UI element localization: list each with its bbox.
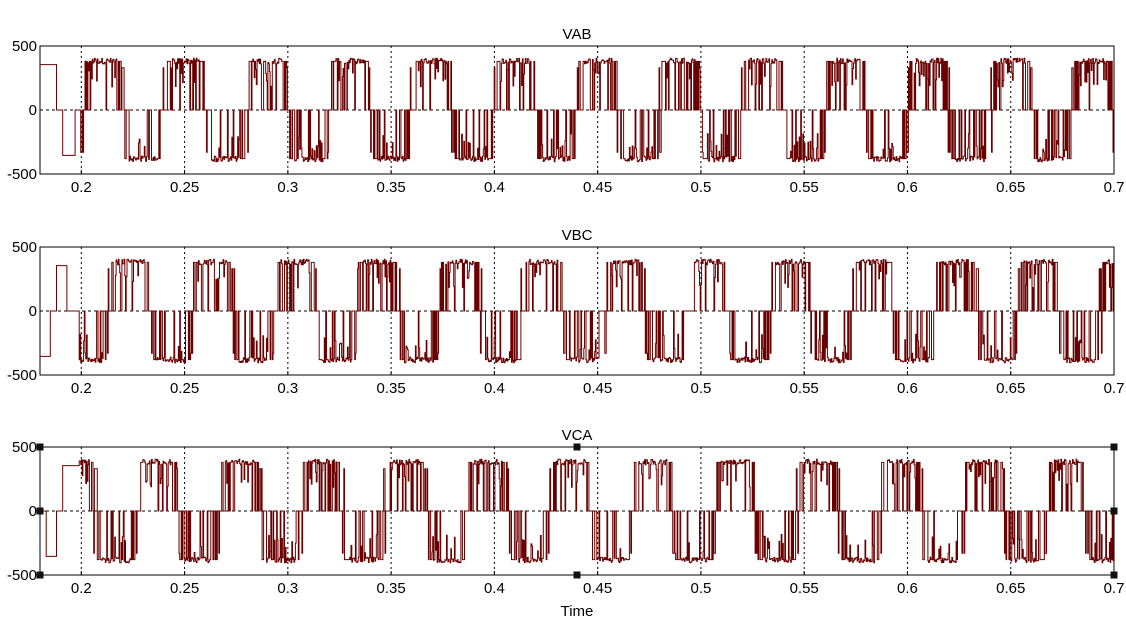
x-tick-label: 0.6 — [897, 380, 918, 397]
y-tick-label: 500 — [12, 38, 37, 55]
panel-vca[interactable]: VCA 0.2 0.25 0.3 0.35 0.4 0.45 0.5 0.55 0.6 0.65 0.… — [7, 427, 1124, 620]
x-tick-label: 0.65 — [996, 580, 1025, 597]
selection-handle[interactable] — [573, 571, 581, 579]
x-tick-label: 0.7 — [1104, 380, 1125, 397]
selection-handle[interactable] — [36, 571, 44, 579]
signal-line-vab — [40, 57, 1114, 163]
x-tick-label: 0.25 — [170, 179, 199, 196]
x-tick-label: 0.7 — [1104, 580, 1125, 597]
selection-handle[interactable] — [1110, 571, 1118, 579]
y-tick-label: -500 — [7, 166, 37, 183]
panel-vbc[interactable]: VBC 0.2 0.25 0.3 0.35 0.4 0.45 0.5 0.55 0.6 0.65 0.… — [7, 227, 1124, 397]
x-tick-label: 0.4 — [484, 380, 505, 397]
x-tick-label: 0.4 — [484, 580, 505, 597]
x-tick-label: 0.45 — [583, 580, 612, 597]
x-tick-label: 0.25 — [170, 580, 199, 597]
signal-line-vca — [40, 458, 1115, 564]
x-tick-label: 0.5 — [690, 179, 711, 196]
x-tick-label: 0.25 — [170, 380, 199, 397]
selection-handle[interactable] — [36, 443, 44, 451]
x-tick-label: 0.45 — [583, 380, 612, 397]
x-tick-label: 0.3 — [277, 179, 298, 196]
x-tick-label: 0.35 — [377, 580, 406, 597]
panel-title: VBC — [562, 227, 593, 244]
y-tick-label: -500 — [7, 567, 37, 584]
y-tick-label: 0 — [29, 503, 37, 520]
panel-title: VCA — [562, 427, 593, 444]
y-tick-label: 0 — [29, 303, 37, 320]
x-tick-label: 0.2 — [71, 179, 92, 196]
x-tick-label: 0.5 — [690, 380, 711, 397]
x-tick-label: 0.2 — [71, 380, 92, 397]
x-tick-label: 0.6 — [897, 580, 918, 597]
x-tick-label: 0.7 — [1104, 179, 1125, 196]
x-tick-label: 0.35 — [377, 179, 406, 196]
x-tick-label: 0.65 — [996, 380, 1025, 397]
panel-title: VAB — [563, 26, 592, 43]
x-axis-label: Time — [561, 603, 594, 620]
y-tick-label: 500 — [12, 439, 37, 456]
x-tick-label: 0.5 — [690, 580, 711, 597]
x-tick-label: 0.45 — [583, 179, 612, 196]
x-tick-label: 0.2 — [71, 580, 92, 597]
y-tick-label: 500 — [12, 239, 37, 256]
x-tick-label: 0.65 — [996, 179, 1025, 196]
selection-handle[interactable] — [1110, 443, 1118, 451]
x-tick-label: 0.55 — [790, 380, 819, 397]
y-tick-label: -500 — [7, 367, 37, 384]
selection-handle[interactable] — [36, 507, 44, 515]
scope-panels: VAB 0.2 0.25 0.3 0.35 0.4 0.45 0.5 0.55 0.6 0.65 0.… — [7, 26, 1124, 620]
x-tick-label: 0.6 — [897, 179, 918, 196]
x-tick-label: 0.55 — [790, 580, 819, 597]
panel-vab[interactable]: VAB 0.2 0.25 0.3 0.35 0.4 0.45 0.5 0.55 0.6 0.65 0.… — [7, 26, 1124, 196]
x-tick-label: 0.3 — [277, 580, 298, 597]
x-tick-label: 0.35 — [377, 380, 406, 397]
selection-handle[interactable] — [1110, 507, 1118, 515]
x-tick-label: 0.4 — [484, 179, 505, 196]
signal-line-vbc — [40, 258, 1114, 364]
x-tick-label: 0.55 — [790, 179, 819, 196]
x-tick-label: 0.3 — [277, 380, 298, 397]
selection-handle[interactable] — [573, 443, 581, 451]
y-tick-label: 0 — [29, 102, 37, 119]
